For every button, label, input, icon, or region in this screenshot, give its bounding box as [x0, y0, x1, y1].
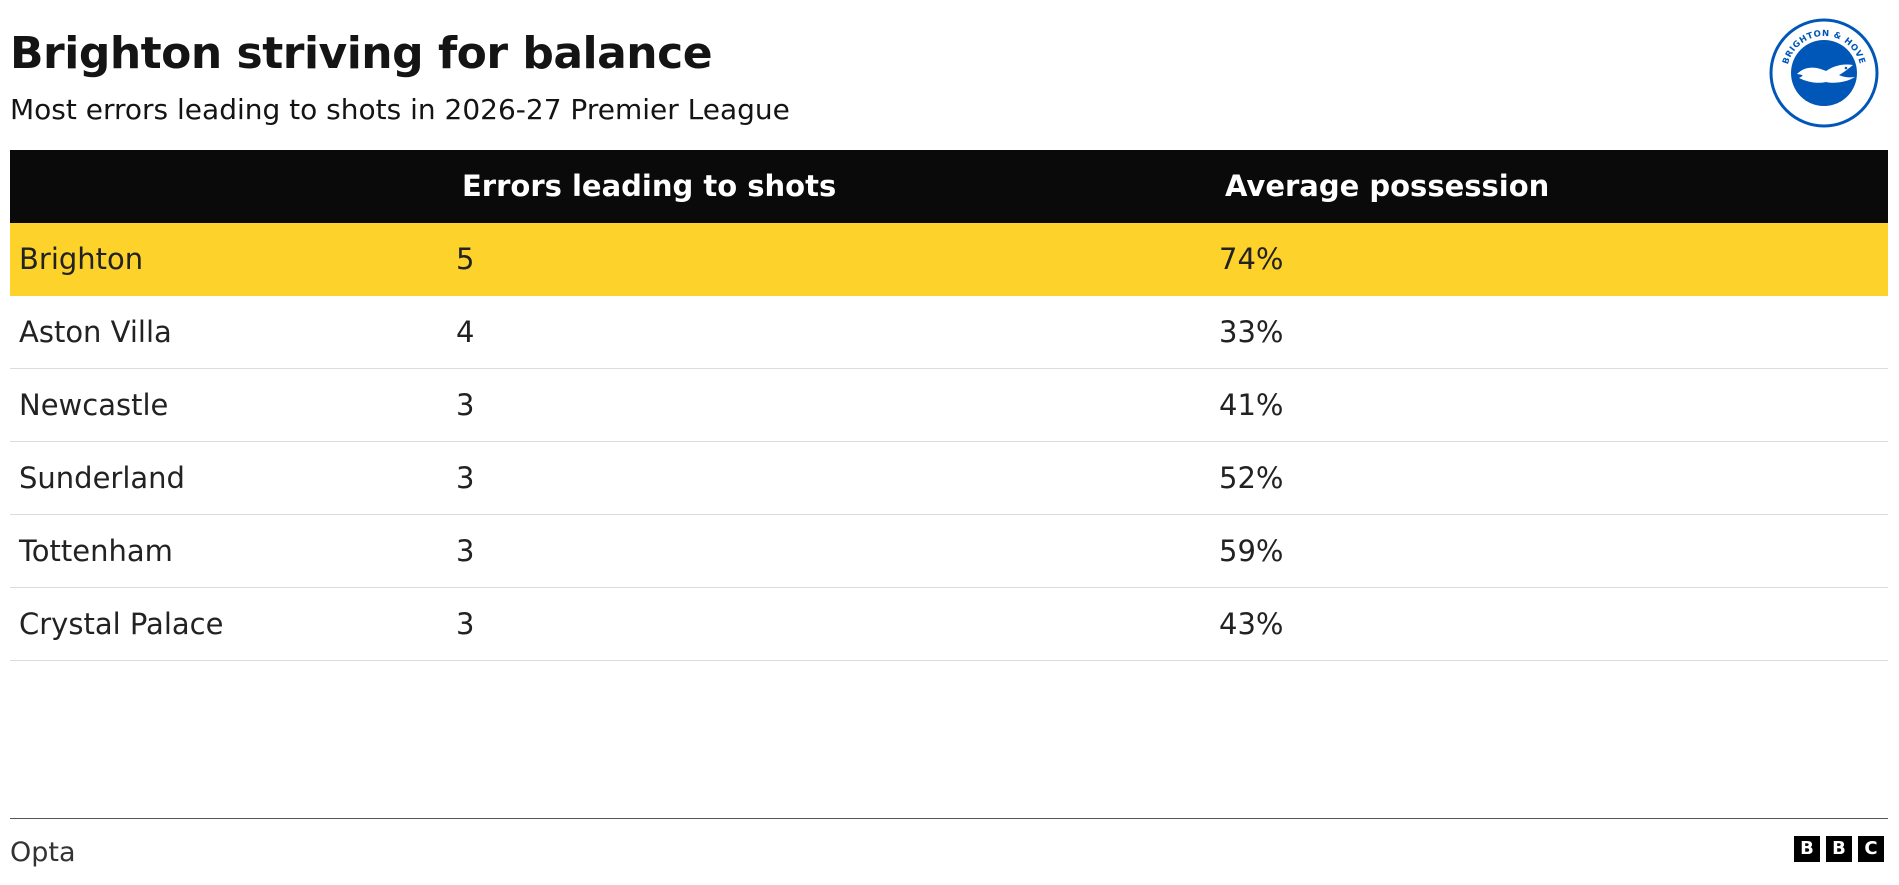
svg-text:ALBION: ALBION	[1804, 94, 1844, 109]
possession-value: 33%	[1219, 315, 1284, 349]
source-label: Opta	[10, 837, 76, 868]
team-name: Brighton	[19, 242, 144, 276]
chart-subtitle: Most errors leading to shots in 2026-27 …	[10, 93, 790, 126]
team-name: Sunderland	[19, 461, 185, 495]
table-header: Errors leading to shots Average possessi…	[10, 150, 1888, 223]
possession-value: 41%	[1219, 388, 1284, 422]
team-name: Tottenham	[19, 534, 173, 568]
errors-value: 4	[456, 315, 475, 349]
stats-table: Errors leading to shots Average possessi…	[10, 150, 1888, 661]
header-possession: Average possession	[1225, 169, 1550, 203]
header-errors: Errors leading to shots	[462, 169, 837, 203]
table-row: Newcastle 3 41%	[10, 369, 1888, 442]
errors-value: 3	[456, 534, 475, 568]
table-row-brighton: Brighton 5 74%	[10, 223, 1888, 296]
errors-value: 3	[456, 461, 475, 495]
table-row: Crystal Palace 3 43%	[10, 588, 1888, 661]
table-row: Aston Villa 4 33%	[10, 296, 1888, 369]
team-name: Aston Villa	[19, 315, 172, 349]
footer-divider	[10, 818, 1888, 819]
possession-value: 52%	[1219, 461, 1284, 495]
brighton-crest-icon: BRIGHTON & HOVE ALBION	[1769, 18, 1879, 128]
table-row: Tottenham 3 59%	[10, 515, 1888, 588]
possession-value: 43%	[1219, 607, 1284, 641]
errors-value: 5	[456, 242, 475, 276]
bbc-logo: B B C	[1794, 836, 1884, 862]
possession-value: 74%	[1219, 242, 1284, 276]
crest-text-bottom: ALBION	[1804, 94, 1844, 109]
team-name: Crystal Palace	[19, 607, 224, 641]
errors-value: 3	[456, 607, 475, 641]
errors-value: 3	[456, 388, 475, 422]
chart-title: Brighton striving for balance	[10, 28, 713, 79]
table-row: Sunderland 3 52%	[10, 442, 1888, 515]
possession-value: 59%	[1219, 534, 1284, 568]
bbc-logo-letter: C	[1858, 836, 1884, 862]
bbc-logo-letter: B	[1826, 836, 1852, 862]
bbc-logo-letter: B	[1794, 836, 1820, 862]
team-name: Newcastle	[19, 388, 169, 422]
